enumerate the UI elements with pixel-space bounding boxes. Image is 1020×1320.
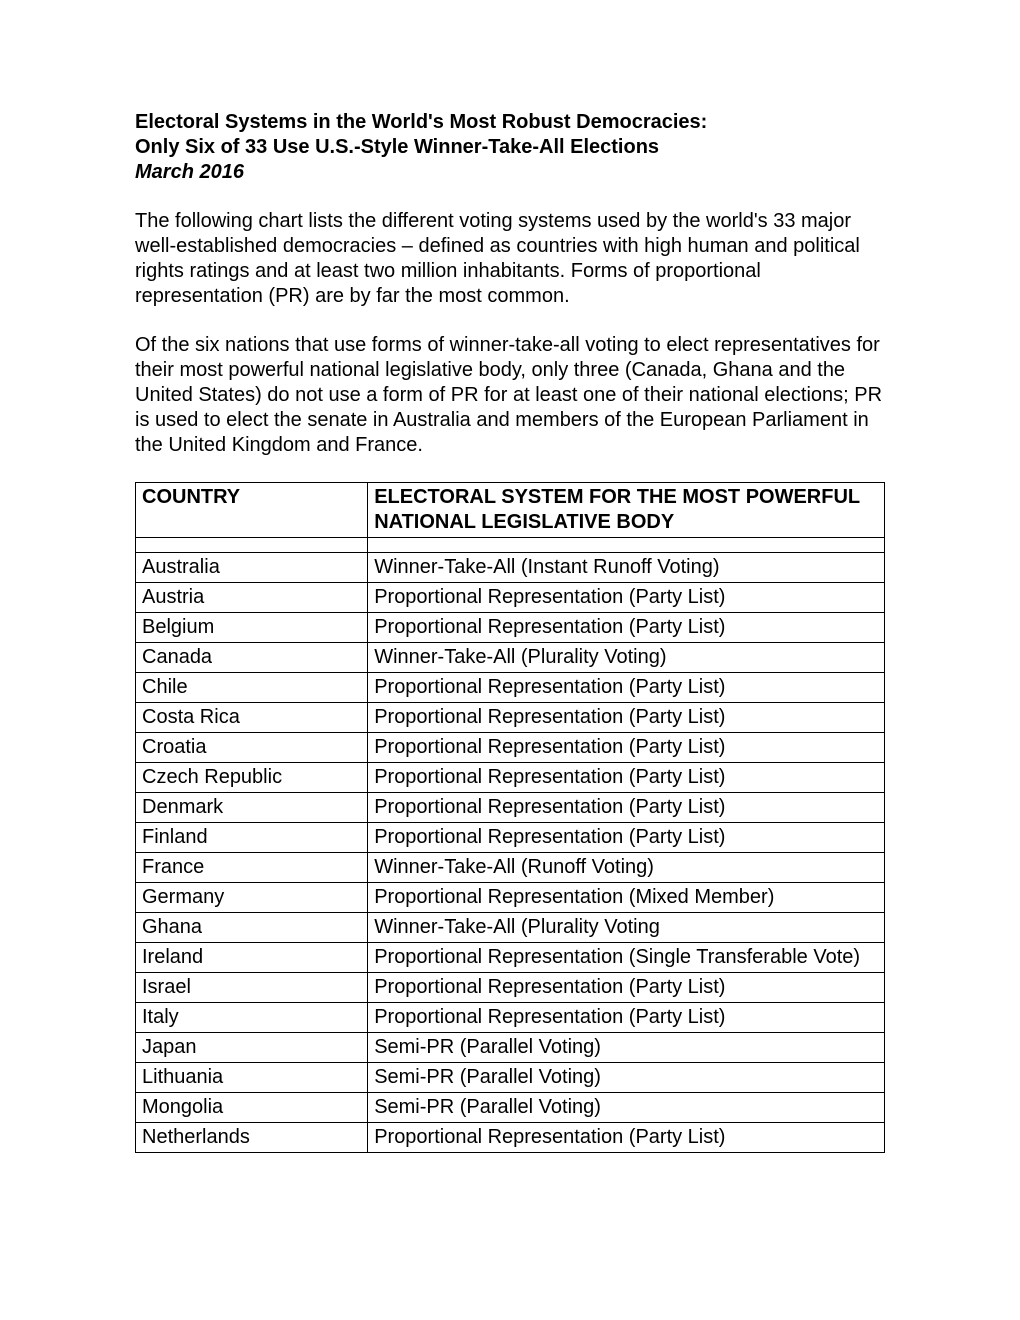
table-row: MongoliaSemi-PR (Parallel Voting) — [136, 1093, 885, 1123]
country-cell: France — [136, 853, 368, 883]
header-country: COUNTRY — [136, 483, 368, 538]
system-cell: Proportional Representation (Party List) — [368, 613, 885, 643]
system-cell: Proportional Representation (Party List) — [368, 703, 885, 733]
system-cell: Proportional Representation (Party List) — [368, 793, 885, 823]
country-cell: Germany — [136, 883, 368, 913]
system-cell: Proportional Representation (Party List) — [368, 1003, 885, 1033]
table-row: IsraelProportional Representation (Party… — [136, 973, 885, 1003]
intro-paragraph-1: The following chart lists the different … — [135, 209, 885, 309]
country-cell: Belgium — [136, 613, 368, 643]
country-cell: Canada — [136, 643, 368, 673]
table-row: CroatiaProportional Representation (Part… — [136, 733, 885, 763]
system-cell: Winner-Take-All (Runoff Voting) — [368, 853, 885, 883]
title-line-2: Only Six of 33 Use U.S.-Style Winner-Tak… — [135, 135, 885, 160]
country-cell: Czech Republic — [136, 763, 368, 793]
system-cell: Proportional Representation (Party List) — [368, 583, 885, 613]
table-row: FranceWinner-Take-All (Runoff Voting) — [136, 853, 885, 883]
table-row: ItalyProportional Representation (Party … — [136, 1003, 885, 1033]
table-row: CanadaWinner-Take-All (Plurality Voting) — [136, 643, 885, 673]
country-cell: Lithuania — [136, 1063, 368, 1093]
table-row: NetherlandsProportional Representation (… — [136, 1123, 885, 1153]
country-cell: Japan — [136, 1033, 368, 1063]
header-system: ELECTORAL SYSTEM FOR THE MOST POWERFUL N… — [368, 483, 885, 538]
system-cell: Proportional Representation (Party List) — [368, 1123, 885, 1153]
table-row: GermanyProportional Representation (Mixe… — [136, 883, 885, 913]
system-cell: Proportional Representation (Party List) — [368, 823, 885, 853]
system-cell: Proportional Representation (Party List) — [368, 733, 885, 763]
country-cell: Mongolia — [136, 1093, 368, 1123]
table-row: ChileProportional Representation (Party … — [136, 673, 885, 703]
country-cell: Australia — [136, 553, 368, 583]
table-spacer-row — [136, 538, 885, 553]
system-cell: Proportional Representation (Party List) — [368, 973, 885, 1003]
system-cell: Semi-PR (Parallel Voting) — [368, 1033, 885, 1063]
document-page: Electoral Systems in the World's Most Ro… — [0, 0, 1020, 1320]
document-date: March 2016 — [135, 160, 885, 185]
spacer-cell — [368, 538, 885, 553]
country-cell: Croatia — [136, 733, 368, 763]
country-cell: Austria — [136, 583, 368, 613]
country-cell: Ireland — [136, 943, 368, 973]
table-row: FinlandProportional Representation (Part… — [136, 823, 885, 853]
system-cell: Proportional Representation (Mixed Membe… — [368, 883, 885, 913]
country-cell: Netherlands — [136, 1123, 368, 1153]
table-row: LithuaniaSemi-PR (Parallel Voting) — [136, 1063, 885, 1093]
system-cell: Winner-Take-All (Plurality Voting) — [368, 643, 885, 673]
table-row: DenmarkProportional Representation (Part… — [136, 793, 885, 823]
system-cell: Proportional Representation (Party List) — [368, 763, 885, 793]
table-row: GhanaWinner-Take-All (Plurality Voting — [136, 913, 885, 943]
country-cell: Costa Rica — [136, 703, 368, 733]
table-row: Costa RicaProportional Representation (P… — [136, 703, 885, 733]
system-cell: Proportional Representation (Party List) — [368, 673, 885, 703]
table-row: AustraliaWinner-Take-All (Instant Runoff… — [136, 553, 885, 583]
electoral-systems-table: COUNTRY ELECTORAL SYSTEM FOR THE MOST PO… — [135, 482, 885, 1153]
country-cell: Finland — [136, 823, 368, 853]
table-row: IrelandProportional Representation (Sing… — [136, 943, 885, 973]
table-row: AustriaProportional Representation (Part… — [136, 583, 885, 613]
table-header-row: COUNTRY ELECTORAL SYSTEM FOR THE MOST PO… — [136, 483, 885, 538]
system-cell: Winner-Take-All (Instant Runoff Voting) — [368, 553, 885, 583]
system-cell: Proportional Representation (Single Tran… — [368, 943, 885, 973]
system-cell: Winner-Take-All (Plurality Voting — [368, 913, 885, 943]
table-row: BelgiumProportional Representation (Part… — [136, 613, 885, 643]
intro-paragraph-2: Of the six nations that use forms of win… — [135, 333, 885, 458]
table-row: Czech RepublicProportional Representatio… — [136, 763, 885, 793]
title-line-1: Electoral Systems in the World's Most Ro… — [135, 110, 885, 135]
country-cell: Chile — [136, 673, 368, 703]
country-cell: Israel — [136, 973, 368, 1003]
country-cell: Ghana — [136, 913, 368, 943]
spacer-cell — [136, 538, 368, 553]
system-cell: Semi-PR (Parallel Voting) — [368, 1063, 885, 1093]
table-row: JapanSemi-PR (Parallel Voting) — [136, 1033, 885, 1063]
country-cell: Italy — [136, 1003, 368, 1033]
country-cell: Denmark — [136, 793, 368, 823]
system-cell: Semi-PR (Parallel Voting) — [368, 1093, 885, 1123]
